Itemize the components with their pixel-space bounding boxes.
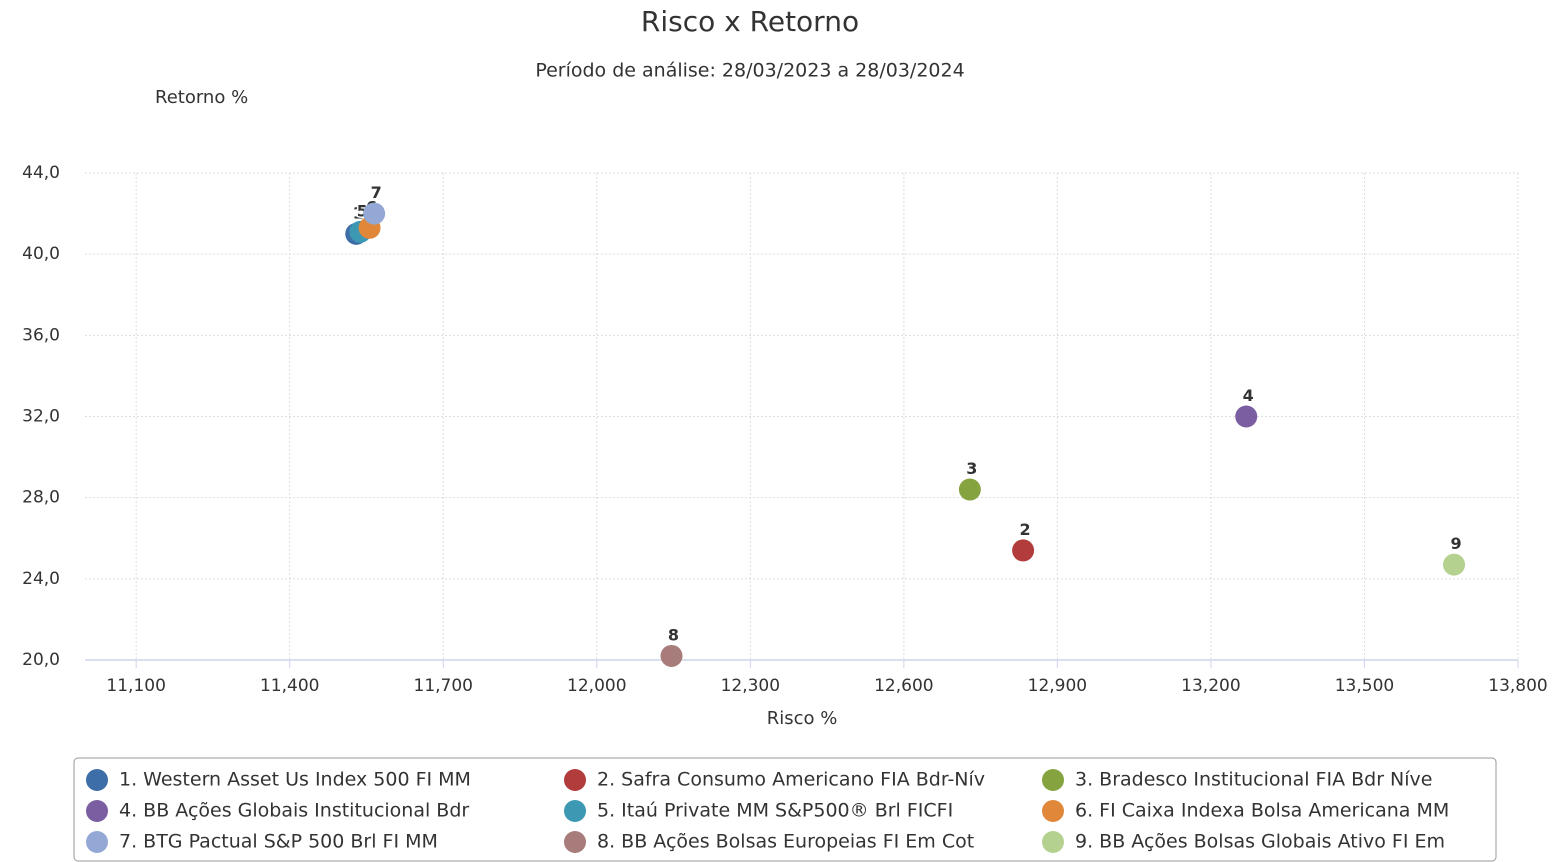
legend-label: 9. BB Ações Bolsas Globais Ativo FI Em <box>1075 831 1445 853</box>
point-label: 2 <box>1020 520 1031 539</box>
y-axis-label: Retorno % <box>155 87 248 108</box>
x-tick-label: 11,700 <box>414 676 473 696</box>
legend-label: 3. Bradesco Institucional FIA Bdr Níve <box>1075 769 1432 791</box>
y-tick-label: 44,0 <box>22 163 60 183</box>
legend-swatch <box>86 800 108 822</box>
legend-swatch <box>1042 800 1064 822</box>
y-tick-label: 32,0 <box>22 407 60 427</box>
legend-swatch <box>564 831 586 853</box>
legend-box <box>73 757 1497 862</box>
legend-swatch <box>1042 831 1064 853</box>
legend-swatch <box>1042 769 1064 791</box>
legend-label: 1. Western Asset Us Index 500 FI MM <box>119 769 471 791</box>
legend-swatch <box>86 769 108 791</box>
legend-label: 4. BB Ações Globais Institucional Bdr <box>119 800 469 822</box>
point <box>1235 405 1258 428</box>
x-tick-label: 11,400 <box>260 676 319 696</box>
legend-label: 6. FI Caixa Indexa Bolsa Americana MM <box>1075 800 1449 822</box>
legend-label: 7. BTG Pactual S&P 500 Brl FI MM <box>119 831 438 853</box>
point-label: 1 <box>353 203 364 222</box>
x-tick-label: 11,100 <box>106 676 165 696</box>
chart-title: Risco x Retorno <box>641 5 859 38</box>
x-axis-label: Risco % <box>767 708 838 729</box>
point-label: 8 <box>668 625 679 644</box>
x-tick-label: 12,900 <box>1028 676 1087 696</box>
y-tick-label: 40,0 <box>22 244 60 264</box>
x-tick-label: 13,500 <box>1335 676 1394 696</box>
point <box>660 644 683 667</box>
point-label: 7 <box>371 183 382 202</box>
x-tick-label: 13,800 <box>1488 676 1547 696</box>
legend-label: 5. Itaú Private MM S&P500® Brl FICFI <box>597 800 953 822</box>
x-tick-label: 12,000 <box>567 676 626 696</box>
y-tick-label: 36,0 <box>22 325 60 345</box>
y-tick-label: 28,0 <box>22 488 60 508</box>
legend-swatch <box>564 769 586 791</box>
legend-swatch <box>564 800 586 822</box>
x-tick-label: 12,300 <box>721 676 780 696</box>
point-label: 3 <box>966 459 977 478</box>
y-tick-label: 20,0 <box>22 650 60 670</box>
y-tick-label: 24,0 <box>22 569 60 589</box>
x-tick-label: 12,600 <box>874 676 933 696</box>
legend-label: 8. BB Ações Bolsas Europeias FI Em Cot <box>597 831 974 853</box>
point <box>1012 539 1035 562</box>
point-label: 9 <box>1450 534 1461 553</box>
legend-swatch <box>86 831 108 853</box>
point <box>958 478 981 501</box>
x-tick-label: 13,200 <box>1181 676 1240 696</box>
point <box>1443 553 1466 576</box>
legend-label: 2. Safra Consumo Americano FIA Bdr-Nív <box>597 769 985 791</box>
chart-subtitle: Período de análise: 28/03/2023 a 28/03/2… <box>535 60 964 82</box>
point-label: 4 <box>1243 386 1254 405</box>
point <box>363 202 386 225</box>
